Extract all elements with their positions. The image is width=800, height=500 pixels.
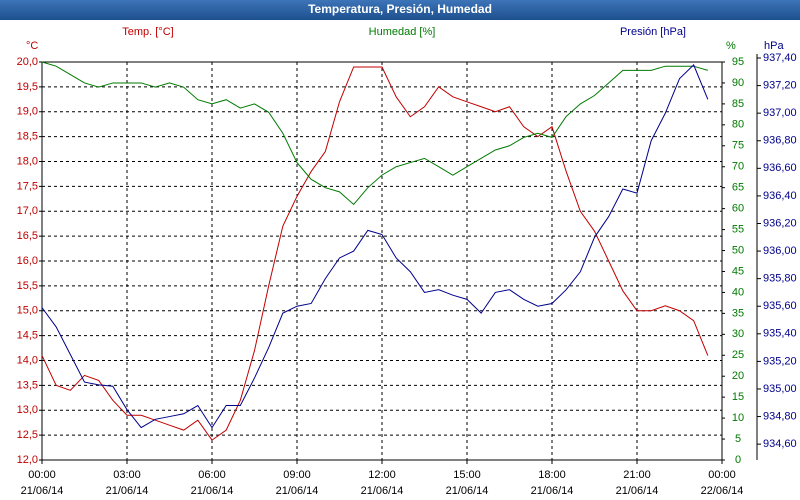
x-tick-label: 03:00 xyxy=(113,469,141,481)
x-tick-label: 18:00 xyxy=(538,469,566,481)
y2-tick-label: 25 xyxy=(732,349,744,361)
series-line xyxy=(41,66,709,441)
series-line xyxy=(41,61,708,206)
y3-tick-label: 936,60 xyxy=(763,162,797,174)
y-tick-label: 15,0 xyxy=(17,305,38,317)
x-tick-date: 21/06/14 xyxy=(21,485,64,497)
y-tick-label: 12,5 xyxy=(17,429,38,441)
x-tick-date: 22/06/14 xyxy=(701,485,744,497)
y2-tick-label: 80 xyxy=(732,119,744,131)
legend-temp: Temp. [°C] xyxy=(122,26,173,38)
y2-tick-label: 45 xyxy=(732,265,744,277)
y3-tick-label: 936,20 xyxy=(763,217,797,229)
y2-tick-label: 85 xyxy=(732,98,744,110)
y3-axis-unit: hPa xyxy=(764,40,784,52)
y2-tick-label: 35 xyxy=(732,307,744,319)
y-tick-label: 20,0 xyxy=(17,56,38,68)
y3-tick-label: 936,00 xyxy=(763,245,797,257)
x-tick-label: 06:00 xyxy=(198,469,226,481)
x-tick-date: 21/06/14 xyxy=(191,485,234,497)
y2-tick-label: 40 xyxy=(732,286,744,298)
y3-tick-label: 935,20 xyxy=(763,355,797,367)
y3-tick-label: 934,80 xyxy=(763,410,797,422)
x-tick-date: 21/06/14 xyxy=(106,485,149,497)
y2-tick-label: 30 xyxy=(732,328,744,340)
y2-tick-label: 50 xyxy=(732,244,744,256)
y-tick-label: 14,5 xyxy=(17,330,38,342)
x-tick-date: 21/06/14 xyxy=(616,485,659,497)
x-tick-label: 00:00 xyxy=(28,469,56,481)
series-line xyxy=(41,64,709,429)
y3-tick-label: 936,40 xyxy=(763,190,797,202)
y-tick-label: 19,5 xyxy=(17,81,38,93)
y-tick-label: 19,0 xyxy=(17,106,38,118)
y2-tick-label: 65 xyxy=(732,182,744,194)
y3-tick-label: 935,00 xyxy=(763,383,797,395)
y2-tick-label: 55 xyxy=(732,223,744,235)
y2-tick-label: 5 xyxy=(735,433,741,445)
x-tick-date: 21/06/14 xyxy=(276,485,319,497)
y3-tick-label: 937,00 xyxy=(763,107,797,119)
y2-tick-label: 15 xyxy=(732,391,744,403)
y2-tick-label: 95 xyxy=(732,56,744,68)
y-tick-label: 17,0 xyxy=(17,205,38,217)
y2-axis-unit: % xyxy=(726,40,736,52)
y3-tick-label: 936,80 xyxy=(763,135,797,147)
y2-tick-label: 0 xyxy=(735,454,741,466)
y-axis-unit: °C xyxy=(26,40,38,52)
title-bar xyxy=(0,0,800,20)
y-tick-label: 13,5 xyxy=(17,379,38,391)
y3-tick-label: 935,60 xyxy=(763,300,797,312)
y-tick-label: 15,5 xyxy=(17,280,38,292)
x-tick-label: 15:00 xyxy=(453,469,481,481)
x-tick-date: 21/06/14 xyxy=(361,485,404,497)
x-tick-label: 09:00 xyxy=(283,469,311,481)
y-tick-label: 12,0 xyxy=(17,454,38,466)
y2-tick-label: 20 xyxy=(732,370,744,382)
y-tick-label: 16,5 xyxy=(17,230,38,242)
x-tick-date: 21/06/14 xyxy=(446,485,489,497)
legend-pressure: Presión [hPa] xyxy=(620,26,686,38)
y-tick-label: 13,0 xyxy=(17,404,38,416)
y2-tick-label: 60 xyxy=(732,203,744,215)
legend-humidity: Humedad [%] xyxy=(369,26,436,38)
y3-tick-label: 934,60 xyxy=(763,438,797,450)
y2-tick-label: 70 xyxy=(732,161,744,173)
y3-tick-label: 937,20 xyxy=(763,79,797,91)
y-tick-label: 18,5 xyxy=(17,131,38,143)
x-tick-label: 00:00 xyxy=(708,469,736,481)
chart-title: Temperatura, Presión, Humedad xyxy=(308,2,492,16)
y3-tick-label: 935,40 xyxy=(763,328,797,340)
y-tick-label: 14,0 xyxy=(17,354,38,366)
x-tick-label: 21:00 xyxy=(623,469,651,481)
x-tick-date: 21/06/14 xyxy=(531,485,574,497)
y3-tick-label: 935,80 xyxy=(763,273,797,285)
y2-tick-label: 10 xyxy=(732,412,744,424)
x-tick-label: 12:00 xyxy=(368,469,396,481)
y3-tick-label: 937,40 xyxy=(763,52,797,64)
y2-tick-label: 90 xyxy=(732,77,744,89)
y2-tick-label: 75 xyxy=(732,140,744,152)
y-tick-label: 17,5 xyxy=(17,180,38,192)
y-tick-label: 16,0 xyxy=(17,255,38,267)
y-tick-label: 18,0 xyxy=(17,155,38,167)
